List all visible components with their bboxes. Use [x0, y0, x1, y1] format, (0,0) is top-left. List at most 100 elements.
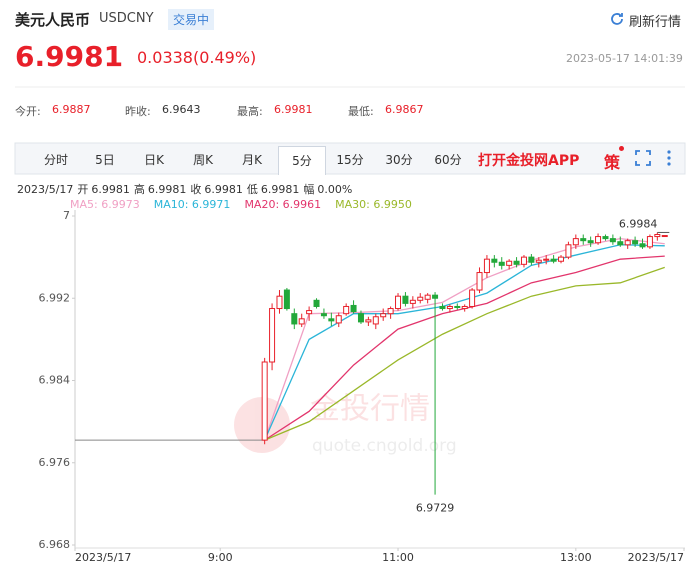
legend-entry: MA30: 6.9950 [335, 198, 412, 211]
candle-body [609, 238, 616, 243]
info-item: 6.9981 [91, 183, 130, 196]
fullscreen-glyph [635, 150, 651, 166]
refresh-button[interactable]: 刷新行情 [629, 15, 682, 30]
candle-body [291, 313, 298, 325]
info-item: 2023/5/17 [17, 183, 74, 196]
dot [667, 156, 671, 160]
candle-body [387, 308, 394, 315]
timestamp: 2023-05-17 14:01:39 [566, 52, 683, 65]
x-tick-label: 11:00 [382, 551, 414, 564]
x-tick-label: 9:00 [208, 551, 233, 564]
candle-body [632, 240, 639, 245]
legend: MA5: 6.9973 MA10: 6.9971 MA20: 6.9961 MA30:… [70, 198, 426, 211]
candle-body [520, 256, 527, 265]
y-tick-label: 7 [63, 209, 70, 222]
refresh-glyph [611, 13, 623, 25]
info-item: 收 [190, 183, 202, 196]
badge-dot [619, 146, 624, 151]
candle-body [298, 318, 305, 325]
fullscreen-icon[interactable] [634, 149, 652, 167]
candle-body [617, 241, 624, 246]
stat-label: 昨收: [125, 105, 151, 118]
annotation: 6.9729 [416, 502, 455, 515]
info-item: 高 [133, 183, 145, 196]
watermark-title: 金投行情 [310, 392, 430, 427]
stat-label: 最低: [348, 105, 374, 118]
x-tick-label: 2023/5/17 [75, 551, 131, 564]
tab[interactable]: 月K [242, 153, 262, 167]
info-item: 低 [246, 183, 258, 196]
candle-body [313, 299, 320, 307]
y-tick-label: 6.968 [39, 538, 71, 551]
candle-body [646, 236, 653, 248]
tab[interactable]: 30分 [385, 153, 413, 167]
candle-body [624, 240, 631, 246]
stat-label: 最高: [237, 105, 263, 118]
candle-body [498, 261, 505, 266]
candle-body [276, 295, 283, 310]
candle-body [350, 304, 357, 313]
candle-body [380, 313, 387, 318]
candle-body [261, 361, 268, 441]
watermark: 金投行情 quote.cngold.org [234, 392, 457, 456]
tab[interactable]: 周K [193, 153, 213, 167]
candle-body [535, 259, 542, 263]
candle-body [402, 295, 409, 304]
candle-body [409, 299, 416, 304]
legend-entry: MA10: 6.9971 [153, 198, 231, 211]
tab[interactable]: 分时 [43, 153, 68, 167]
candle-body [335, 315, 342, 324]
candle-body [454, 305, 461, 309]
candle-body [483, 258, 490, 274]
candle-body [461, 305, 468, 310]
strategy-button[interactable]: 策 [604, 153, 621, 172]
candle-body [372, 316, 379, 325]
tab[interactable]: 60分 [434, 153, 462, 167]
candle-body [320, 313, 327, 317]
candle-body [528, 256, 535, 263]
stat-value: 6.9887 [52, 103, 91, 116]
dot [667, 162, 671, 166]
stat-label: 今开: [15, 105, 41, 118]
candle-body [565, 244, 572, 258]
watermark-url: quote.cngold.org [312, 436, 457, 456]
candle-body [283, 289, 290, 310]
candle-body [491, 258, 498, 263]
candle-body [424, 294, 431, 300]
legend-entry: MA5: 6.9973 [70, 198, 140, 211]
y-tick-label: 6.976 [39, 456, 71, 469]
info-item: 0.00% [317, 183, 353, 196]
candle-body [661, 235, 668, 238]
candle-body [558, 256, 565, 262]
tab[interactable]: 5分 [278, 146, 326, 175]
candle-body [357, 313, 364, 323]
app-link[interactable]: 打开金投网APP [478, 153, 580, 169]
candle-body [432, 294, 439, 299]
stat-value: 6.9981 [274, 103, 313, 116]
tab[interactable]: 15分 [336, 153, 364, 167]
symbol: USDCNY [99, 11, 154, 26]
status-badge: 交易中 [168, 9, 215, 30]
candle-body [269, 308, 276, 363]
tab-bar [14, 142, 686, 175]
candle-body [306, 310, 313, 315]
candle-body [395, 295, 402, 310]
candle-body [543, 258, 550, 261]
tab[interactable]: 5日 [95, 153, 115, 167]
candle-body [572, 238, 579, 246]
more-icon[interactable] [666, 149, 672, 167]
candle-body [476, 272, 483, 291]
refresh-icon[interactable] [609, 11, 625, 27]
y-tick-label: 6.992 [39, 291, 71, 304]
tab[interactable]: 日K [144, 153, 164, 167]
stat-value: 6.9643 [162, 103, 201, 116]
candle-body [417, 296, 424, 301]
info-item: 6.9981 [204, 183, 243, 196]
candle-body [439, 305, 446, 310]
info-line: 2023/5/17 开 6.9981 高 6.9981 收 6.9981 低 6.9981 幅 0.… [17, 181, 356, 197]
candle-body [550, 258, 557, 262]
ma-line [264, 244, 665, 441]
candle-body [513, 260, 520, 265]
